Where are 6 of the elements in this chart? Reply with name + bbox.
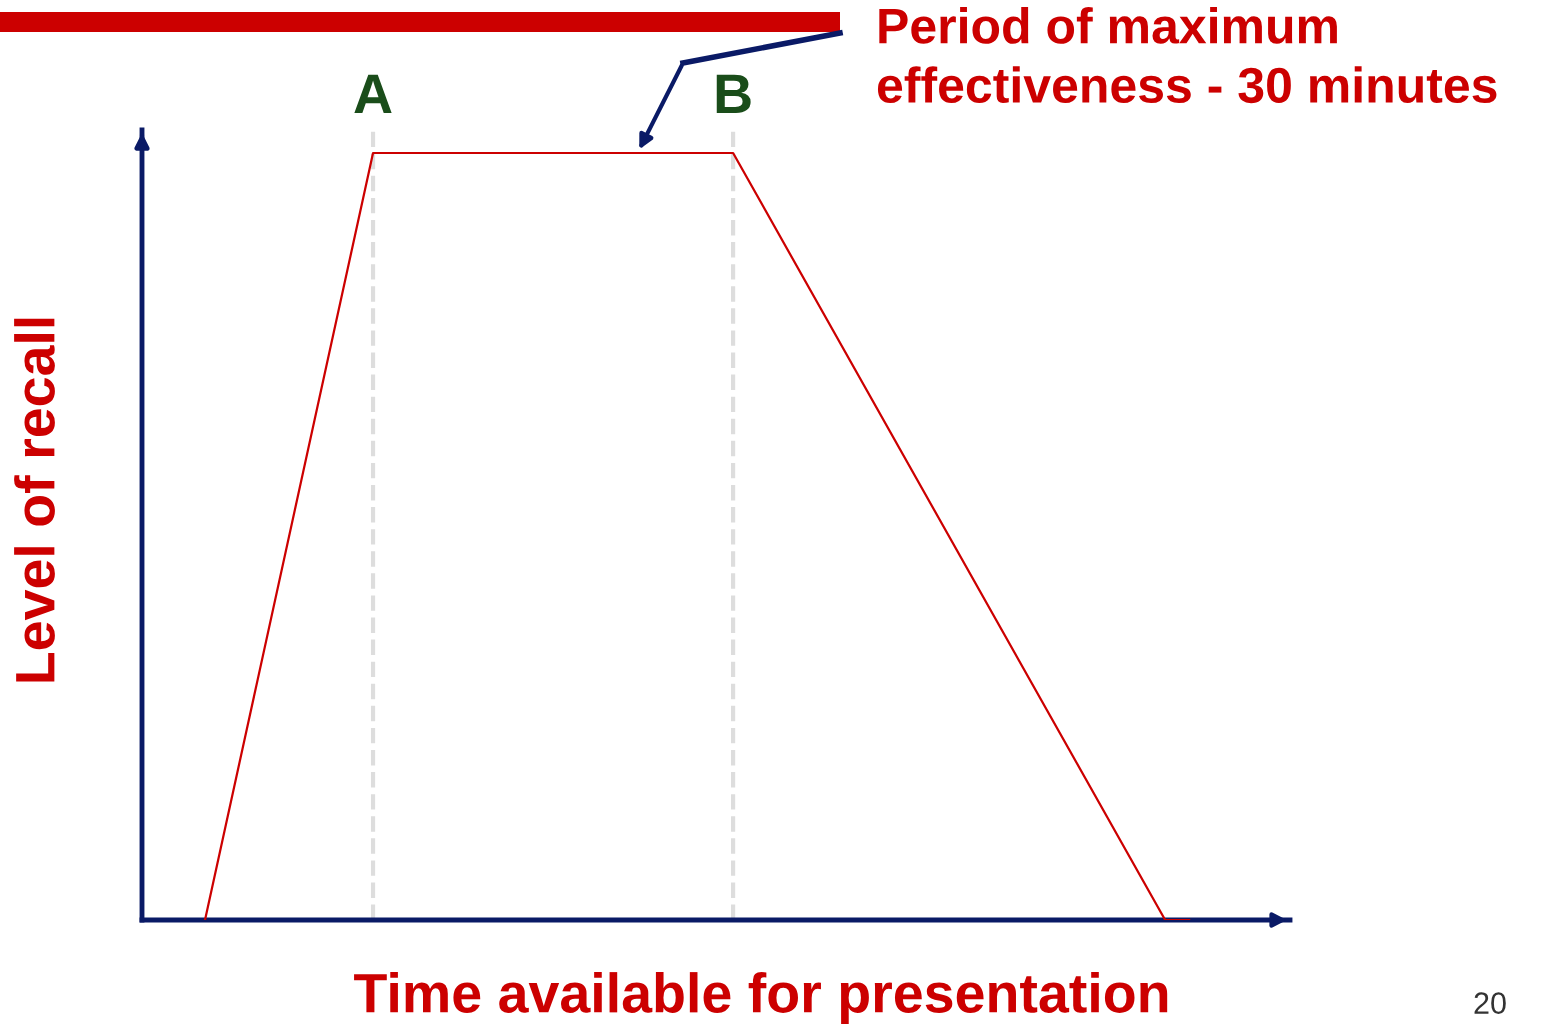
x-axis-title: Time available for presentation [354,972,1168,1024]
text: Period of maximum effectiveness - 30 minutes [877,7,1497,104]
x-tick-label: B [716,74,751,113]
text: 20 [1474,992,1506,1014]
y-axis-title: Level of recall [14,318,55,682]
x-tick-label: A [354,74,392,113]
